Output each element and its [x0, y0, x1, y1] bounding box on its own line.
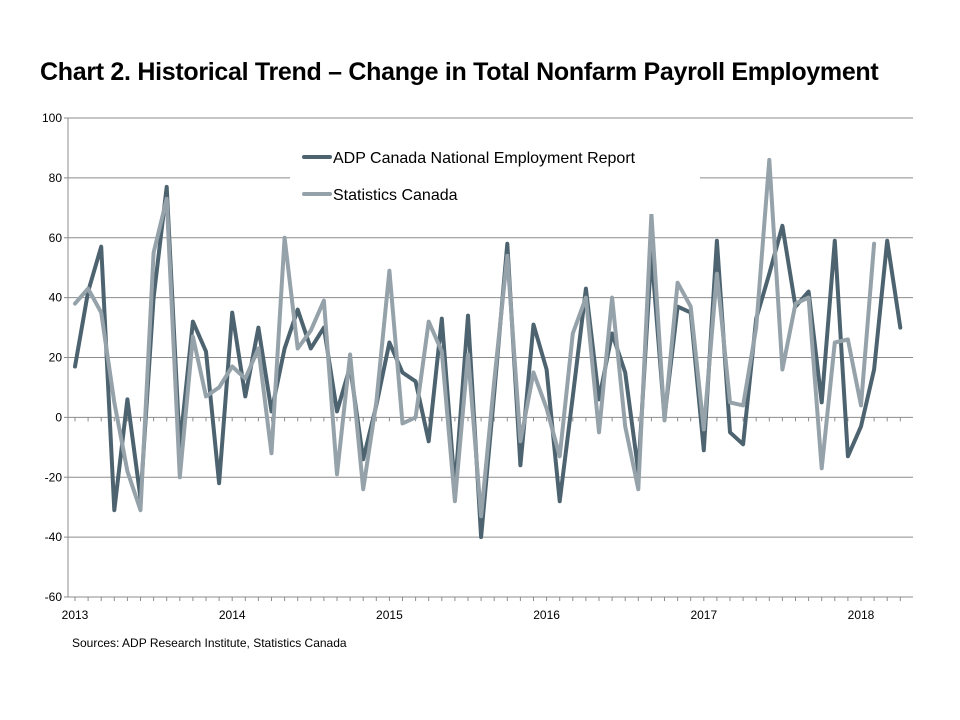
y-tick-label: 40 — [49, 291, 63, 305]
legend-label: ADP Canada National Employment Report — [333, 150, 636, 167]
y-tick-label: 20 — [49, 351, 63, 365]
legend-label: Statistics Canada — [333, 187, 458, 204]
x-tick-label: 2014 — [219, 608, 246, 622]
x-tick-label: 2015 — [376, 608, 403, 622]
x-tick-label: 2018 — [848, 608, 875, 622]
y-tick-label: 80 — [49, 171, 63, 185]
y-tick-label: 0 — [55, 410, 62, 424]
x-tick-label: 2013 — [62, 608, 89, 622]
x-axis-labels: 2013 2014 2015 2016 2017 2018 — [62, 608, 875, 622]
x-tick-label: 2017 — [690, 608, 717, 622]
x-tick-label: 2016 — [533, 608, 560, 622]
chart-title: Chart 2. Historical Trend – Change in To… — [40, 58, 879, 86]
y-tick-label: 60 — [49, 231, 63, 245]
legend: ADP Canada National Employment Report Sta… — [290, 138, 700, 214]
series-line-statistics-canada — [73, 157, 877, 519]
y-tick-label: 100 — [42, 111, 62, 125]
series-lines — [73, 157, 903, 540]
y-tick-label: -20 — [45, 470, 63, 484]
source-note: Sources: ADP Research Institute, Statist… — [72, 636, 347, 650]
y-tick-label: -60 — [45, 590, 63, 604]
y-tick-label: -40 — [45, 530, 63, 544]
y-axis-labels: -60 -40 -20 0 20 40 60 80 100 — [42, 111, 62, 604]
legend-box — [290, 138, 700, 214]
